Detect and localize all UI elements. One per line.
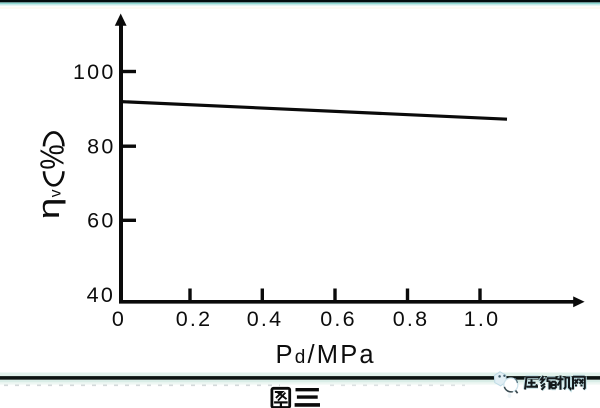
svg-text:0.4: 0.4 — [247, 307, 284, 331]
svg-text:0: 0 — [112, 307, 126, 331]
svg-text:80: 80 — [87, 135, 115, 159]
svg-text:1.0: 1.0 — [464, 307, 501, 331]
svg-text:0.8: 0.8 — [393, 307, 430, 331]
svg-text:0.6: 0.6 — [320, 307, 357, 331]
svg-text:Pd/MPa: Pd/MPa — [276, 341, 376, 369]
svg-text:40: 40 — [87, 283, 115, 307]
svg-text:v: v — [47, 189, 64, 197]
svg-text:%: % — [34, 144, 72, 169]
svg-text:η: η — [32, 198, 66, 220]
svg-text:60: 60 — [87, 209, 115, 233]
svg-text:0.2: 0.2 — [176, 307, 213, 331]
svg-text:100: 100 — [73, 60, 115, 84]
